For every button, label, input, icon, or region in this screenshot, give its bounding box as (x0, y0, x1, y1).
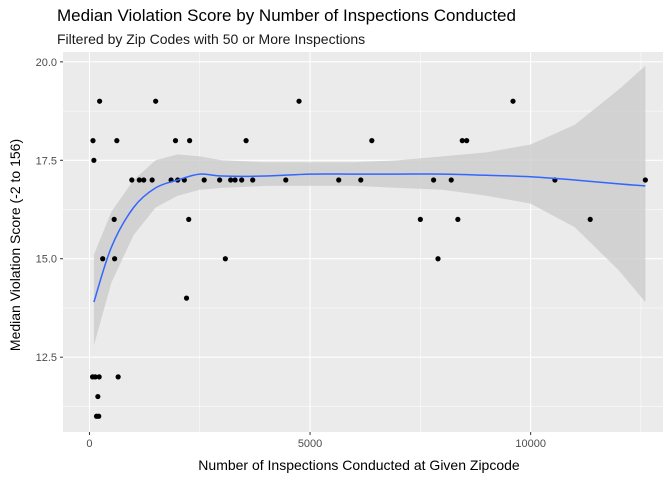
x-axis-ticks: 0 5000 10000 (86, 432, 546, 450)
data-point (187, 138, 193, 144)
data-point (115, 374, 121, 380)
data-point (95, 393, 101, 400)
data-point (464, 138, 470, 144)
plot-panel (63, 52, 663, 432)
data-point (172, 138, 179, 144)
data-point (228, 177, 234, 183)
data-point (232, 177, 238, 183)
chart-title: Median Violation Score by Number of Insp… (57, 6, 516, 25)
y-tick-label: 12.5 (36, 352, 57, 364)
data-point (587, 216, 593, 222)
data-point (455, 216, 461, 222)
data-point (296, 98, 302, 104)
data-point (642, 177, 648, 183)
data-point (239, 177, 245, 183)
data-point (243, 138, 249, 144)
data-point (96, 374, 102, 380)
data-point (100, 256, 106, 262)
data-point (510, 98, 516, 104)
confidence-band (93, 65, 646, 346)
chart-subtitle: Filtered by Zip Codes with 50 or More In… (57, 31, 366, 47)
data-point (250, 177, 256, 183)
data-point (136, 177, 142, 183)
data-points (89, 98, 648, 419)
y-axis-title: Median Violation Score (-2 to 156) (7, 139, 23, 351)
data-point (129, 177, 135, 183)
x-tick-label: 5000 (298, 438, 322, 450)
data-point (430, 177, 437, 183)
data-point (186, 216, 192, 222)
data-point (114, 138, 120, 144)
data-point (97, 98, 103, 104)
y-tick-label: 20.0 (36, 57, 57, 69)
data-point (417, 216, 423, 222)
data-point (459, 138, 465, 144)
y-axis-ticks: 12.5 15.0 17.5 20.0 (36, 57, 63, 364)
data-point (222, 256, 228, 262)
data-point (283, 177, 289, 183)
data-point (201, 177, 207, 183)
data-point (358, 177, 364, 183)
data-point (217, 177, 223, 183)
smooth-line (93, 173, 646, 303)
data-point (435, 256, 441, 262)
data-point (183, 295, 190, 301)
data-point (90, 138, 96, 144)
data-point (92, 374, 98, 380)
x-axis-title: Number of Inspections Conducted at Given… (198, 457, 520, 473)
data-point (336, 177, 342, 183)
data-point (111, 216, 117, 222)
data-point (153, 98, 159, 104)
data-point (448, 177, 454, 183)
data-point (141, 177, 147, 183)
data-point (369, 138, 375, 144)
data-point (91, 157, 97, 163)
x-tick-label: 0 (86, 438, 92, 450)
data-point (149, 177, 155, 183)
data-point (112, 256, 118, 262)
x-tick-label: 10000 (515, 438, 546, 450)
data-point (96, 413, 102, 419)
y-tick-label: 17.5 (36, 155, 57, 167)
y-tick-label: 15.0 (36, 254, 57, 266)
